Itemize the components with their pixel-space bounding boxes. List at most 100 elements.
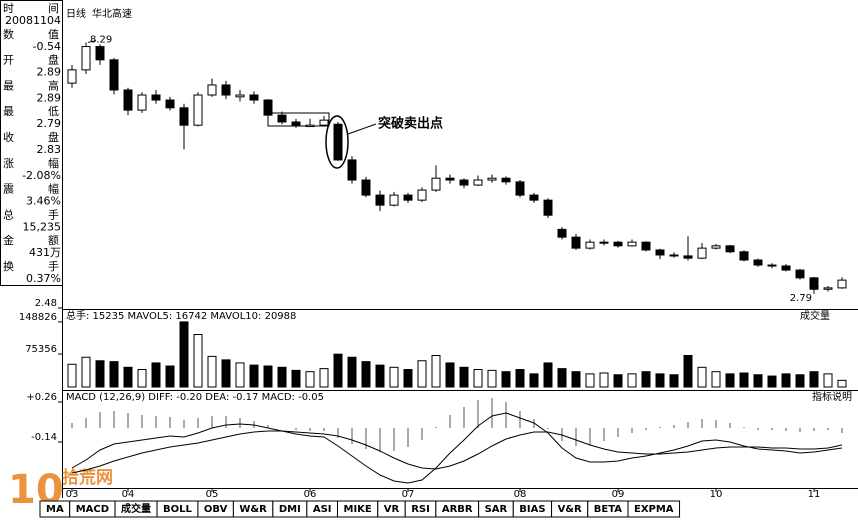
candle-body xyxy=(543,199,553,216)
candle-body xyxy=(305,124,315,128)
y-tick-label: +0.26 xyxy=(26,392,57,403)
candle-body xyxy=(417,189,427,201)
volume-bar xyxy=(179,321,189,388)
x-tick-label: 08 xyxy=(514,489,527,500)
indicator-tab[interactable]: MA xyxy=(39,500,71,518)
candle-body xyxy=(235,94,245,98)
indicator-tab[interactable]: V&R xyxy=(551,500,589,518)
volume-bar xyxy=(473,369,483,388)
tab-label: W&R xyxy=(239,504,267,515)
volume-bar xyxy=(95,360,105,388)
volume-bar xyxy=(109,361,119,388)
volume-bar xyxy=(557,368,567,388)
candle-body xyxy=(375,194,385,206)
indicator-tab[interactable]: ASI xyxy=(306,500,338,518)
volume-label: 成交量 xyxy=(800,309,830,322)
info-value: -0.54 xyxy=(33,40,61,53)
candle-body xyxy=(277,114,287,123)
indicator-tab[interactable]: 成交量 xyxy=(114,500,158,518)
volume-bar xyxy=(711,371,721,388)
volume-header: 总手: 15235 MAVOL5: 16742 MAVOL10: 20988 xyxy=(66,309,296,322)
indicator-tab[interactable]: BETA xyxy=(587,500,629,518)
macd-header: MACD (12,26,9) DIFF: -0.20 DEA: -0.17 MA… xyxy=(66,392,324,403)
candle-body xyxy=(347,159,357,181)
y-tick-label: 148826 xyxy=(19,312,57,323)
annotation: 突破卖出点 xyxy=(378,116,443,132)
candle-body xyxy=(249,94,259,101)
indicator-tab[interactable]: RSI xyxy=(404,500,437,518)
volume-bar xyxy=(389,366,399,388)
volume-bar xyxy=(151,362,161,388)
candle-body xyxy=(403,194,413,201)
volume-bar xyxy=(277,366,287,388)
x-tick-label: 09 xyxy=(612,489,625,500)
info-value: 20081104 xyxy=(5,14,61,27)
candle-body xyxy=(571,236,581,249)
volume-bar xyxy=(81,356,91,388)
y-tick-label: 75356 xyxy=(25,344,57,355)
candle-body xyxy=(487,177,497,181)
macd-label: 指标说明 xyxy=(812,390,852,403)
indicator-tab[interactable]: DMI xyxy=(272,500,308,518)
volume-bar xyxy=(319,368,329,388)
volume-bar xyxy=(585,373,595,388)
volume-bar xyxy=(753,374,763,388)
candle-body xyxy=(837,279,847,289)
indicator-tab[interactable]: MIKE xyxy=(337,500,379,518)
indicator-tab[interactable]: ARBR xyxy=(435,500,480,518)
volume-bar xyxy=(263,365,273,388)
volume-bar xyxy=(123,366,133,388)
volume-bar xyxy=(291,369,301,388)
volume-bar xyxy=(137,369,147,388)
x-tick-label: 04 xyxy=(122,489,135,500)
volume-bar xyxy=(67,363,77,388)
volume-bar xyxy=(669,374,679,388)
tab-label: OBV xyxy=(204,504,228,515)
candle-body xyxy=(109,59,119,91)
candle-body xyxy=(333,123,343,161)
candle-body xyxy=(361,179,371,196)
tab-label: ARBR xyxy=(442,504,473,515)
volume-bar xyxy=(613,374,623,388)
volume-bar xyxy=(515,369,525,388)
volume-bar xyxy=(599,372,609,388)
indicator-tab[interactable]: BOLL xyxy=(156,500,199,518)
info-value: 2.89 xyxy=(37,91,62,104)
consolidation-box xyxy=(267,112,330,127)
info-value: 2.89 xyxy=(37,66,62,79)
volume-bar xyxy=(417,360,427,388)
candle-body xyxy=(319,119,329,126)
indicator-tab[interactable]: VR xyxy=(377,500,406,518)
volume-bar xyxy=(361,361,371,388)
chart-title: 日线 xyxy=(66,7,86,20)
indicator-tab[interactable]: OBV xyxy=(197,500,234,518)
indicator-tab[interactable]: EXPMA xyxy=(627,500,681,518)
candle-body xyxy=(515,181,525,196)
candle-body xyxy=(389,194,399,206)
diff-line xyxy=(71,412,843,484)
candle-body xyxy=(739,251,749,261)
volume-bar xyxy=(683,355,693,388)
indicator-tab[interactable]: W&R xyxy=(232,500,274,518)
candle-body xyxy=(683,255,693,259)
info-value: 0.37% xyxy=(26,272,61,285)
indicator-tab[interactable]: MACD xyxy=(69,500,116,518)
volume-bar xyxy=(235,362,245,388)
indicator-tab[interactable]: SAR xyxy=(478,500,514,518)
info-value: 15,235 xyxy=(23,220,62,233)
x-tick-label: 06 xyxy=(304,489,317,500)
tab-label: ASI xyxy=(313,504,332,515)
volume-bar xyxy=(823,373,833,388)
candle-body xyxy=(193,94,203,126)
volume-bar xyxy=(837,379,847,388)
tab-label: MIKE xyxy=(344,504,372,515)
candle-body xyxy=(711,245,721,249)
candle-body xyxy=(123,89,133,111)
candle-body xyxy=(697,247,707,259)
tab-label: BOLL xyxy=(163,504,192,515)
volume-bar xyxy=(431,355,441,388)
indicator-tab[interactable]: BIAS xyxy=(512,500,553,518)
info-value: 2.83 xyxy=(37,143,62,156)
candle-body xyxy=(501,177,511,183)
